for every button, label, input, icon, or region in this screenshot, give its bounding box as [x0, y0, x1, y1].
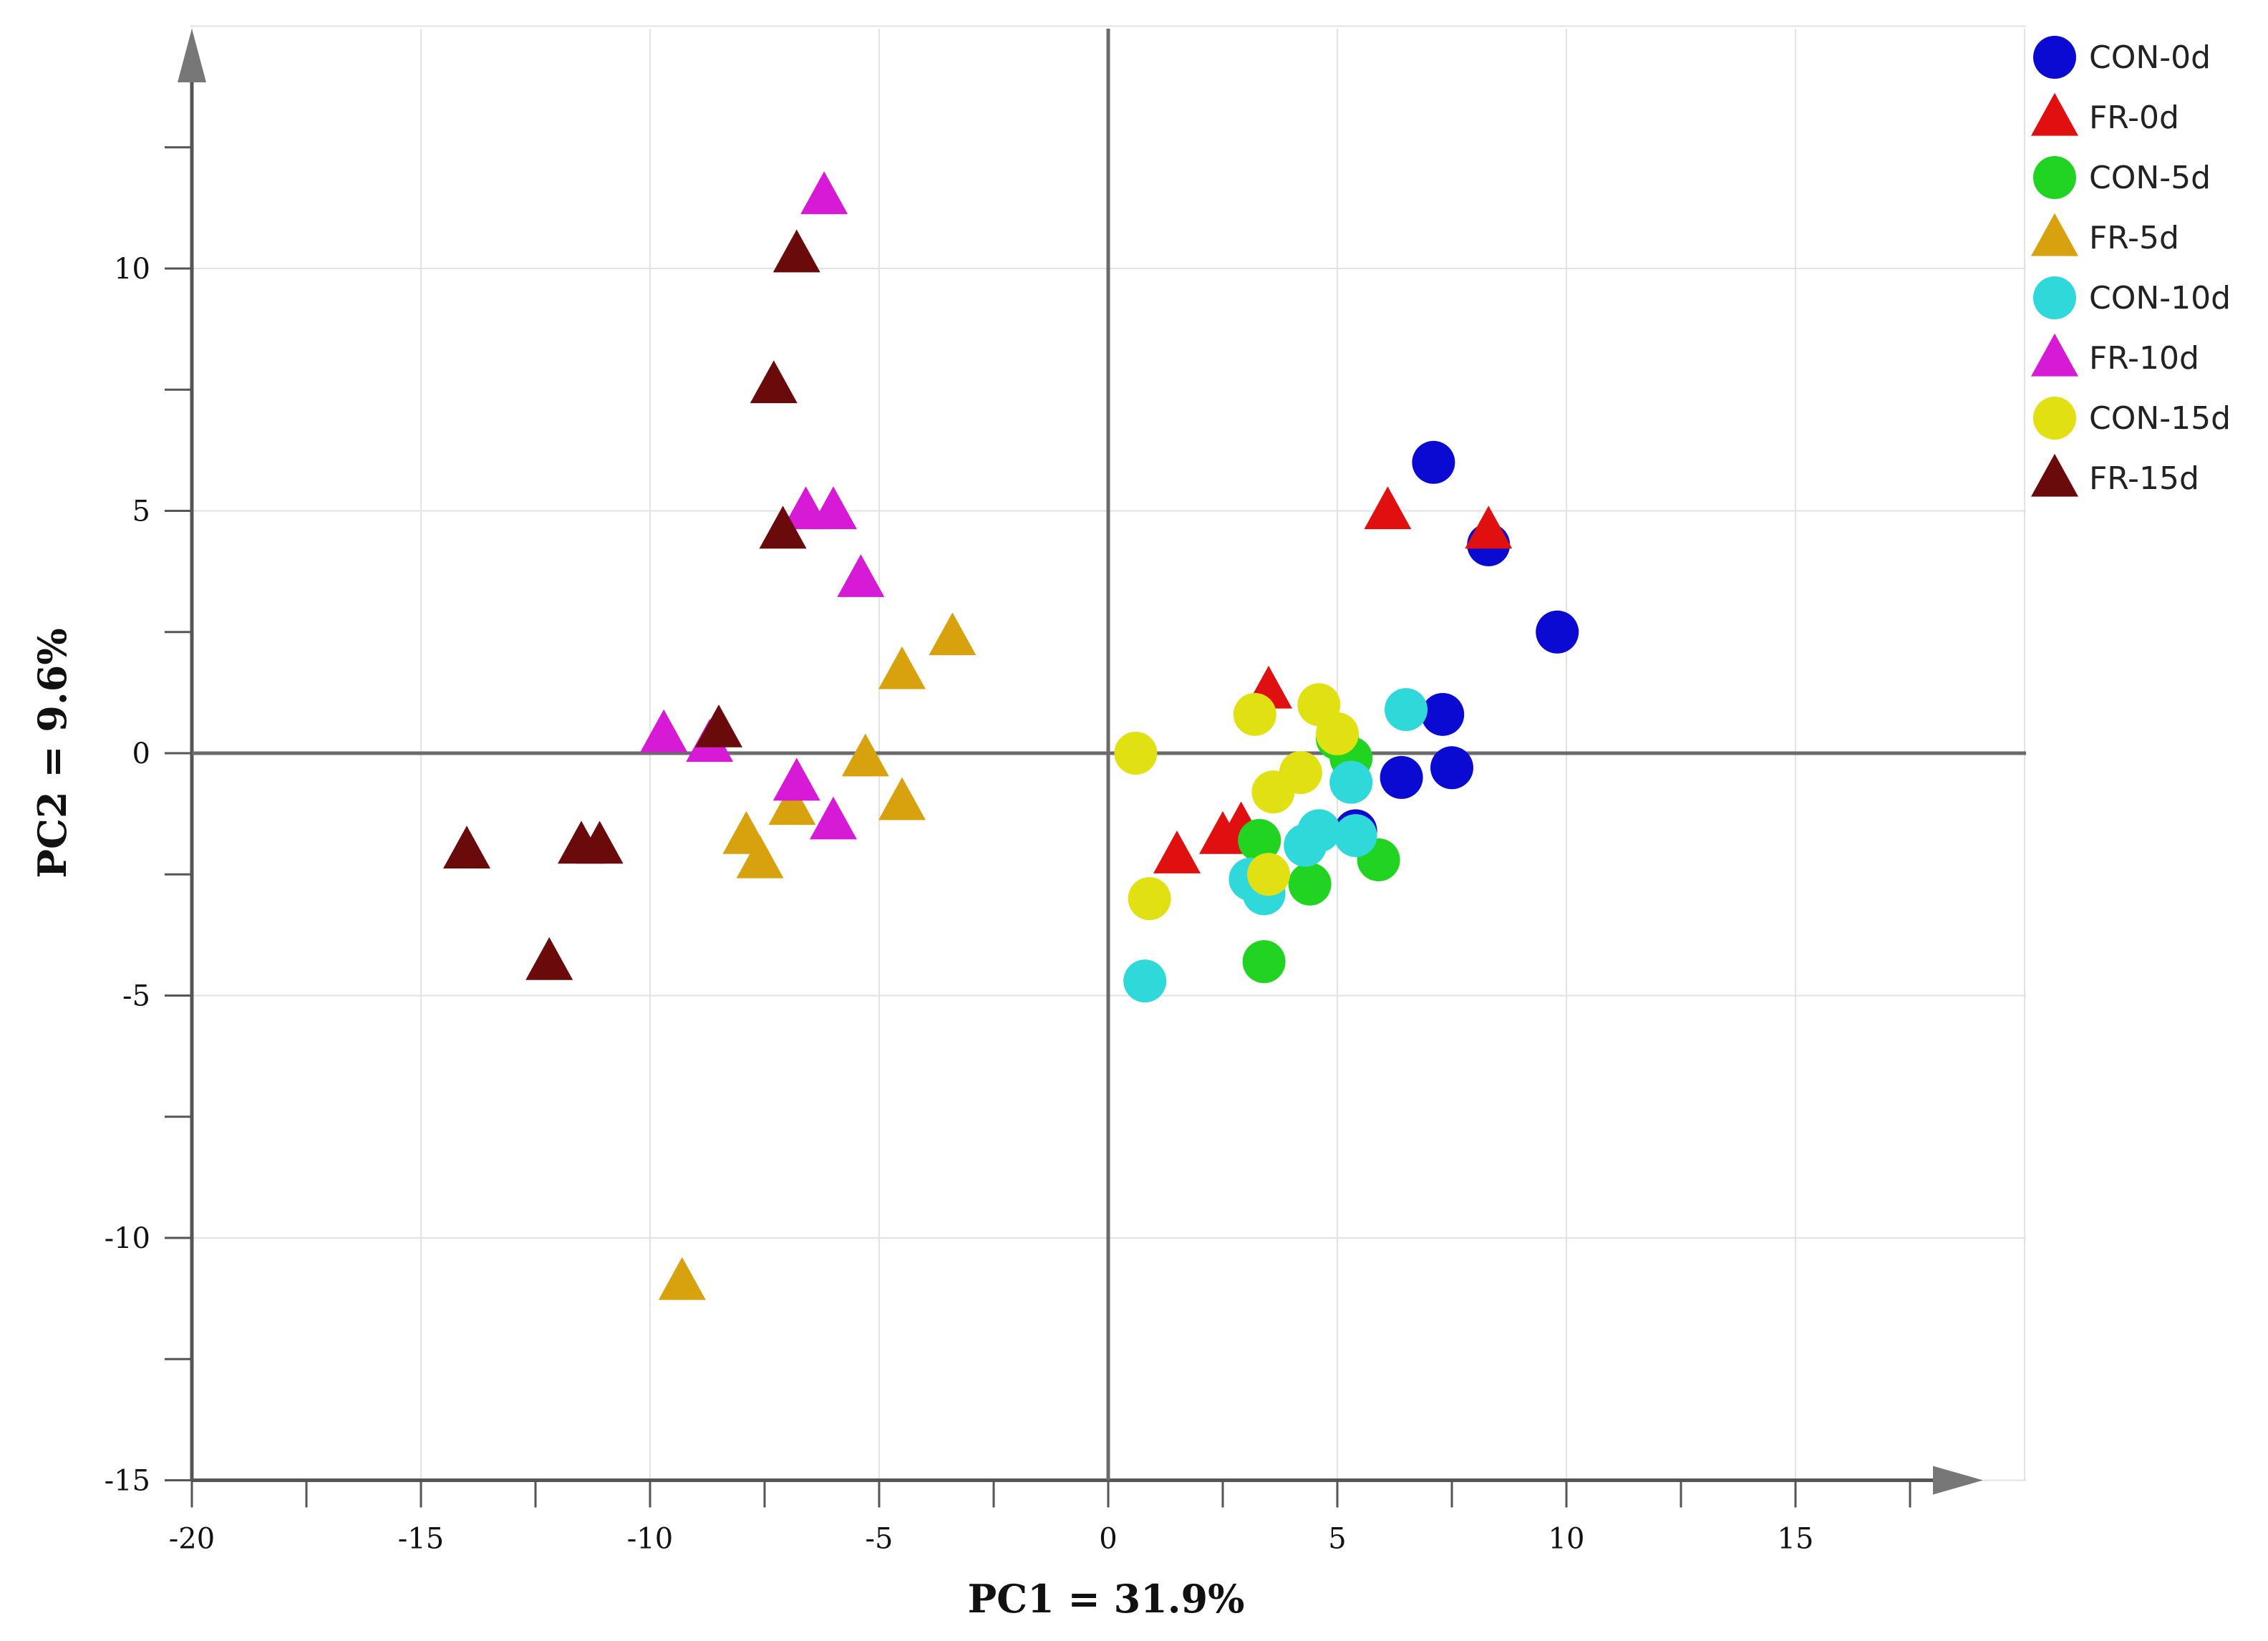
legend-marker [2033, 276, 2076, 319]
y-tick-label: 10 [114, 253, 150, 286]
x-tick-label: 10 [1549, 1523, 1585, 1556]
data-point [1153, 830, 1201, 873]
x-tick-label: 15 [1778, 1523, 1814, 1556]
data-point [772, 757, 820, 801]
legend-marker [2031, 92, 2078, 136]
y-tick-label: 0 [132, 737, 150, 770]
legend-label: FR-10d [2089, 340, 2199, 377]
data-point [576, 820, 624, 864]
legend-label: CON-0d [2089, 39, 2211, 76]
y-tick-label: -15 [105, 1465, 150, 1498]
data-point [640, 709, 688, 752]
legend-marker [2033, 397, 2076, 440]
data-point [1329, 760, 1373, 804]
data-point [1412, 440, 1455, 484]
data-point [1233, 692, 1276, 736]
data-point [443, 826, 490, 869]
x-tick-label: -20 [169, 1523, 215, 1556]
y-tick-label: -5 [122, 980, 150, 1013]
y-axis-title: PC2 = 9.6% [29, 628, 75, 878]
data-point [1242, 940, 1286, 984]
data-point [750, 360, 798, 404]
legend-marker [2031, 333, 2078, 377]
data-point [837, 554, 885, 597]
data-points [443, 171, 1579, 1300]
data-point [1430, 746, 1473, 790]
data-point [695, 704, 742, 747]
data-point [1316, 712, 1359, 755]
x-tick-label: -15 [398, 1523, 444, 1556]
data-point [1536, 610, 1579, 654]
data-point [759, 505, 807, 549]
data-point [1385, 688, 1428, 732]
y-axis-arrow [178, 29, 206, 82]
data-point [1251, 770, 1295, 814]
data-point [1465, 505, 1513, 549]
tick-marks: -20 -15 -10 -5 0 5 10 15 -15 -10 -5 0 5 10 [105, 146, 1911, 1556]
legend-marker [2031, 213, 2078, 256]
data-point [841, 733, 889, 777]
data-point [810, 486, 857, 530]
data-point [658, 1257, 706, 1300]
legend-marker [2031, 453, 2078, 497]
data-point [768, 782, 816, 826]
legend-label: CON-10d [2089, 280, 2231, 316]
data-point [878, 777, 926, 820]
data-point [1334, 814, 1377, 858]
data-point [525, 936, 573, 980]
axes [178, 29, 2026, 1495]
data-point [1380, 755, 1423, 799]
data-point [810, 796, 857, 840]
legend-label: FR-5d [2089, 220, 2179, 256]
x-tick-label: -5 [866, 1523, 893, 1556]
legend-marker [2033, 156, 2076, 199]
data-point [1247, 853, 1290, 896]
x-tick-label: 5 [1328, 1523, 1346, 1556]
legend: CON-0d FR-0d CON-5d FR-5d CON-10d FR-10d CON-1… [2031, 36, 2231, 497]
data-point [1114, 732, 1158, 775]
x-tick-label: -10 [627, 1523, 673, 1556]
data-point [1364, 486, 1412, 530]
data-point [1128, 877, 1171, 921]
data-point [878, 646, 926, 689]
legend-label: FR-0d [2089, 100, 2179, 136]
y-tick-label: 5 [132, 495, 150, 528]
data-point [1288, 862, 1332, 906]
legend-marker [2033, 36, 2076, 79]
data-point [1238, 818, 1281, 862]
legend-label: FR-15d [2089, 460, 2199, 497]
y-tick-label: -10 [105, 1222, 150, 1255]
data-point [929, 612, 976, 656]
x-axis-title: PC1 = 31.9% [968, 1576, 1245, 1622]
data-point [736, 835, 784, 878]
data-point [772, 229, 820, 273]
legend-label: CON-5d [2089, 160, 2211, 196]
data-point [1284, 823, 1327, 867]
x-axis-arrow [1933, 1466, 1983, 1495]
data-point [800, 171, 848, 215]
x-tick-label: 0 [1099, 1523, 1117, 1556]
data-point [1421, 692, 1465, 736]
legend-label: CON-15d [2089, 400, 2231, 437]
data-point [1123, 959, 1167, 1003]
